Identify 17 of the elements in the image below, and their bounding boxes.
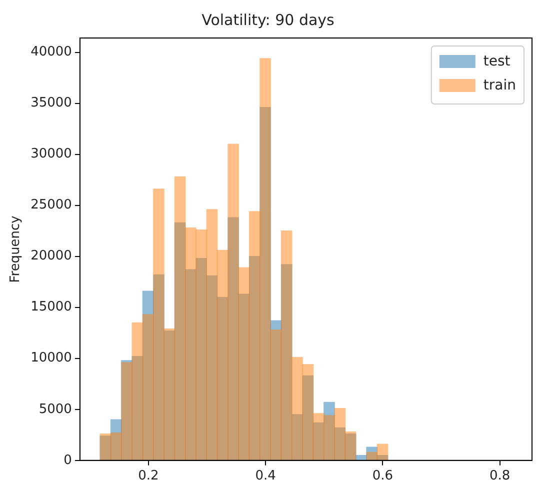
y-tick-label: 40000	[30, 44, 72, 60]
y-tick-label: 5000	[38, 402, 72, 417]
x-tick-label: 0.8	[489, 468, 510, 484]
y-tick-label: 25000	[30, 198, 72, 213]
x-tick-label: 0.6	[372, 468, 394, 484]
y-tick-label: 35000	[30, 96, 72, 111]
y-tick-label: 15000	[30, 300, 72, 315]
y-tick-label: 30000	[30, 146, 72, 162]
y-tick-label: 0	[64, 452, 72, 468]
y-tick-label: 10000	[30, 350, 72, 366]
chart-title: Volatility: 90 days	[202, 10, 335, 29]
y-axis-title: Frequency	[8, 215, 24, 283]
y-tick-label: 20000	[30, 248, 72, 264]
legend-label: train	[483, 78, 516, 94]
legend-label: test	[483, 54, 511, 70]
x-tick-label: 0.2	[138, 468, 159, 484]
x-tick-label: 0.4	[255, 468, 276, 484]
